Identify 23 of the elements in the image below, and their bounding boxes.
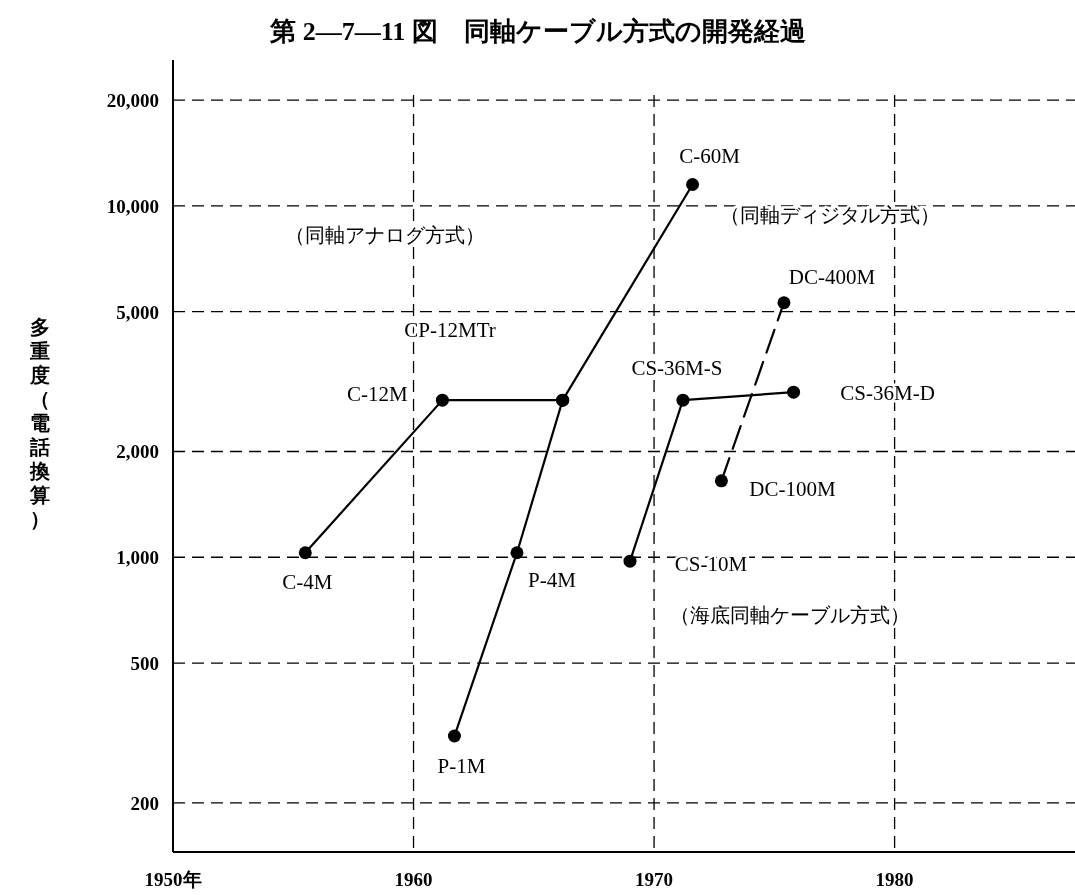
annotation: DC-100M	[749, 476, 836, 501]
annotation: （海底同軸ケーブル方式）	[670, 604, 910, 626]
y-tick-label: 2,000	[116, 441, 159, 463]
x-tick-label: 1980	[875, 869, 914, 890]
x-tick-label: 1950年	[144, 869, 202, 890]
y-tick-label: 1,000	[116, 547, 159, 569]
y-tick-label: 10,000	[106, 195, 159, 217]
y-tick-label: 500	[130, 653, 159, 675]
annotation: CS-36M-D	[840, 381, 935, 406]
chart-title: 第 2—7—11 図 同軸ケーブル方式の開発経過	[269, 17, 806, 46]
annotation: CS-10M	[674, 552, 748, 577]
text: 多重度（電話換算）	[30, 316, 50, 530]
annotation: DC-400M	[788, 264, 876, 289]
annotation: C-12M	[347, 382, 409, 407]
annotation: C-60M	[679, 143, 741, 168]
y-tick-label: 20,000	[106, 90, 159, 112]
y-tick-label: 5,000	[116, 301, 159, 323]
annotation: P-4M	[528, 567, 577, 592]
annotation: P-1M	[437, 754, 486, 779]
annotation: C-4M	[282, 569, 333, 594]
x-tick-label: 1960	[394, 869, 433, 890]
y-tick-label: 200	[130, 792, 159, 814]
x-tick-label: 1970	[635, 869, 674, 890]
